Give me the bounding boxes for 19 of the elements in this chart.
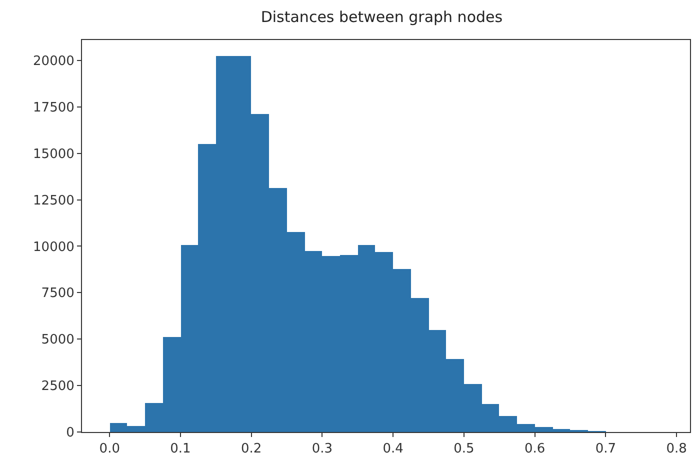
y-tick-label: 10000 <box>33 240 74 255</box>
x-tick-label: 0.0 <box>99 442 120 457</box>
y-tick-label: 5000 <box>41 332 74 348</box>
y-tick-label: 17500 <box>33 100 74 116</box>
x-tick-label: 0.4 <box>382 442 404 457</box>
x-tick-label: 0.8 <box>666 442 687 457</box>
x-tick-label: 0.6 <box>524 442 546 457</box>
x-tick-label: 0.3 <box>312 442 333 457</box>
y-tick-label: 20000 <box>33 54 74 69</box>
chart-title: Distances between graph nodes <box>260 8 503 26</box>
x-tick-label: 0.2 <box>241 442 262 457</box>
y-tick-label: 0 <box>66 426 74 441</box>
y-tick-label: 15000 <box>33 146 74 162</box>
x-tick-label: 0.1 <box>170 442 191 457</box>
y-tick-label: 12500 <box>33 193 74 208</box>
y-tick-label: 2500 <box>41 379 74 394</box>
y-tick-label: 7500 <box>41 286 74 302</box>
x-tick-label: 0.5 <box>454 442 474 457</box>
x-tick-label: 0.7 <box>595 442 616 457</box>
